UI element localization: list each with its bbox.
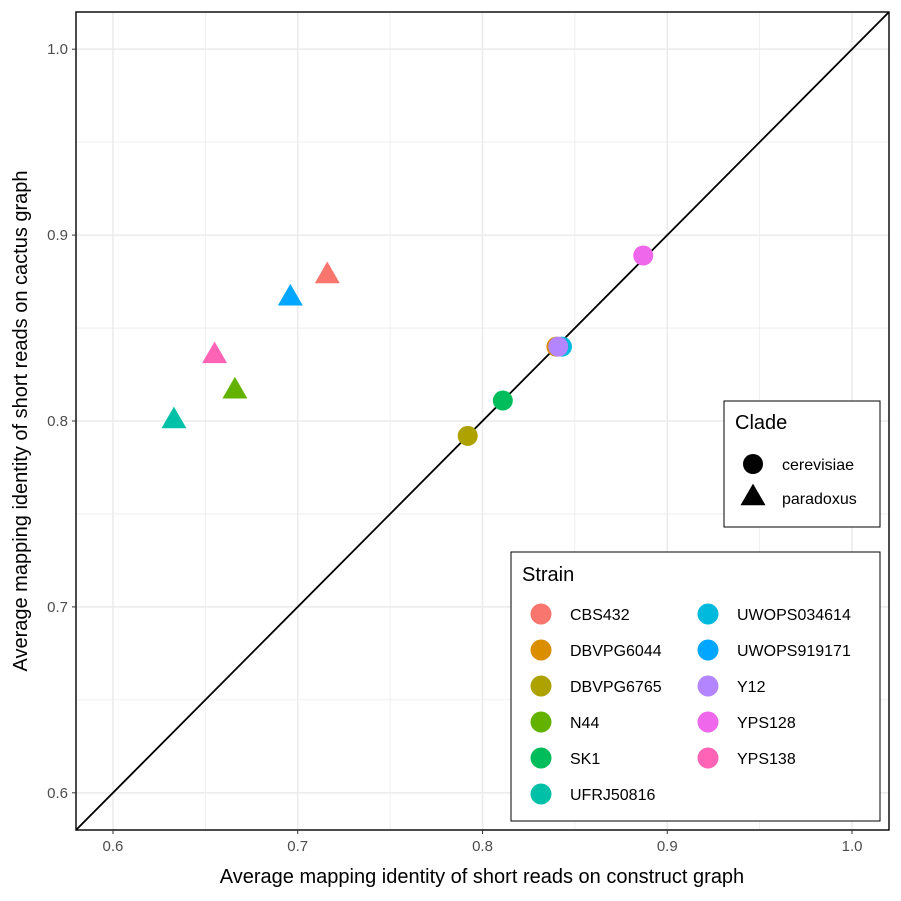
x-axis-title: Average mapping identity of short reads …: [220, 866, 744, 888]
strain-key-swatch: [697, 675, 719, 697]
strain-legend-label: Y12: [737, 679, 766, 696]
y-tick-label: 0.9: [47, 227, 68, 244]
clade-legend: Clade cerevisiae paradoxus: [723, 400, 881, 528]
x-tick-label: 0.9: [657, 838, 678, 855]
y-tick-label: 0.6: [47, 785, 68, 802]
strain-key-swatch: [530, 783, 552, 805]
strain-legend-label: YPS138: [737, 751, 796, 768]
strain-key-swatch: [530, 603, 552, 625]
strain-legend-box: [510, 551, 881, 822]
strain-key-swatch: [697, 711, 719, 733]
y-tick-label: 0.7: [47, 599, 68, 616]
strain-legend-label: UFRJ50816: [570, 787, 655, 804]
point-uwops919171: [277, 283, 303, 306]
strain-key-swatch: [697, 747, 719, 769]
strain-legend-label: CBS432: [570, 607, 630, 624]
reference-line-layer: [75, 11, 890, 831]
y-tick-label: 1.0: [47, 41, 68, 58]
clade-legend-label: paradoxus: [782, 491, 857, 508]
x-tick-label: 0.7: [287, 838, 308, 855]
point-yps138: [202, 341, 228, 364]
strain-legend-title: Strain: [522, 564, 574, 586]
strain-legend: Strain CBS432 DBVPG6044 DBVPG6765 N44 SK1 UFR…: [510, 551, 881, 822]
y-axis-ticks: 0.6 0.7 0.8 0.9 1.0: [47, 41, 76, 802]
point-n44: [222, 376, 248, 399]
identity-line: [75, 11, 890, 831]
x-axis-ticks: 0.6 0.7 0.8 0.9 1.0: [103, 830, 863, 855]
x-tick-label: 1.0: [842, 838, 863, 855]
clade-key-circle: [743, 454, 763, 474]
strain-legend-label: UWOPS034614: [737, 607, 851, 624]
strain-legend-label: SK1: [570, 751, 600, 768]
point-ufrj50816: [161, 406, 187, 429]
strain-legend-label: DBVPG6765: [570, 679, 662, 696]
point-sk1: [492, 390, 513, 411]
strain-legend-label: YPS128: [737, 715, 796, 732]
strain-key-swatch: [697, 603, 719, 625]
strain-legend-label: UWOPS919171: [737, 643, 851, 660]
x-tick-label: 0.8: [472, 838, 493, 855]
clade-key-triangle: [740, 483, 766, 506]
strain-key-swatch: [530, 747, 552, 769]
point-dbvpg6765: [457, 425, 478, 446]
point-cbs432: [314, 261, 340, 284]
clade-legend-items: cerevisiae paradoxus: [740, 454, 857, 508]
y-axis-title: Average mapping identity of short reads …: [10, 170, 32, 671]
clade-legend-label: cerevisiae: [782, 457, 854, 474]
data-points: [161, 245, 654, 446]
y-tick-label: 0.8: [47, 413, 68, 430]
strain-key-swatch: [530, 711, 552, 733]
strain-key-swatch: [530, 675, 552, 697]
point-yps128: [633, 245, 654, 266]
strain-legend-items: CBS432 DBVPG6044 DBVPG6765 N44 SK1 UFRJ50816 U…: [530, 603, 851, 805]
strain-legend-label: DBVPG6044: [570, 643, 662, 660]
point-y12: [548, 336, 569, 357]
clade-legend-title: Clade: [735, 412, 787, 434]
x-tick-label: 0.6: [103, 838, 124, 855]
strain-key-swatch: [697, 639, 719, 661]
strain-legend-label: N44: [570, 715, 599, 732]
strain-key-swatch: [530, 639, 552, 661]
